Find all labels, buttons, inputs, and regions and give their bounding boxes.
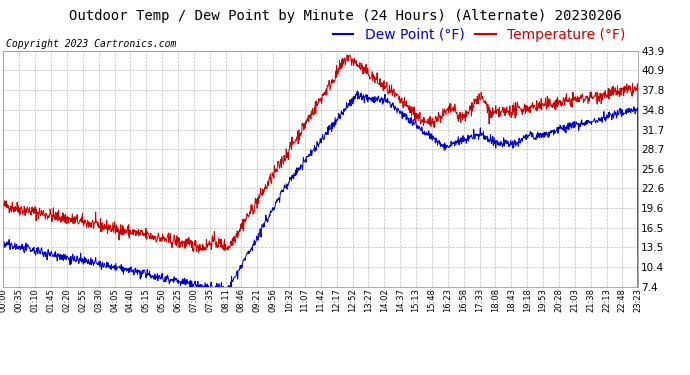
Text: Outdoor Temp / Dew Point by Minute (24 Hours) (Alternate) 20230206: Outdoor Temp / Dew Point by Minute (24 H… bbox=[68, 9, 622, 23]
Text: Copyright 2023 Cartronics.com: Copyright 2023 Cartronics.com bbox=[6, 39, 176, 50]
Legend: Dew Point (°F), Temperature (°F): Dew Point (°F), Temperature (°F) bbox=[327, 22, 631, 47]
